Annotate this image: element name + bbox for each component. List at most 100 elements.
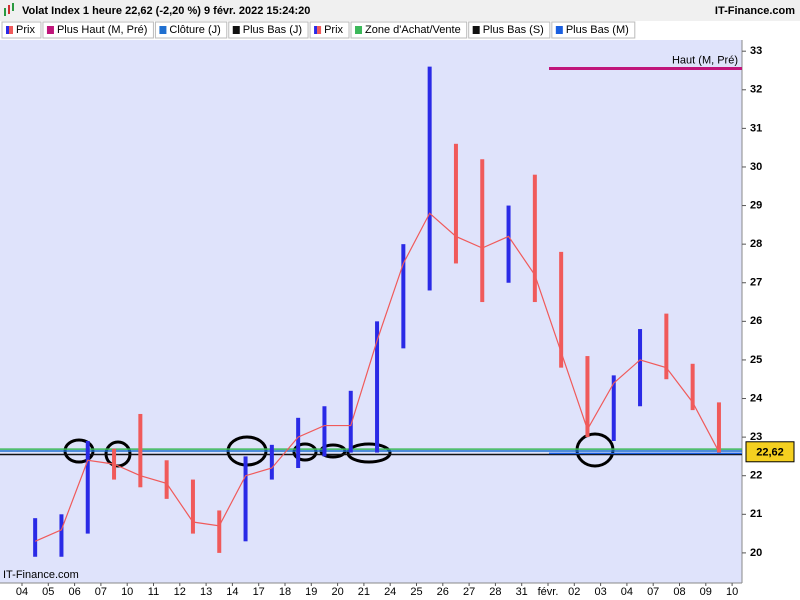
last-price-box — [745, 441, 795, 463]
legend-swatch — [6, 26, 9, 34]
price-range — [585, 356, 590, 438]
price-range — [638, 329, 643, 407]
y-tick-label: 23 — [750, 431, 762, 443]
chart-title: Volat Index 1 heure 22,62 (-2,20 %) 9 fé… — [22, 5, 310, 17]
x-tick-label: 26 — [437, 586, 449, 598]
x-tick-label: 11 — [148, 586, 159, 598]
x-tick-label: 07 — [647, 586, 659, 598]
x-tick-label: 10 — [726, 586, 738, 598]
legend-swatch — [9, 26, 13, 34]
legend-box — [154, 21, 228, 39]
y-tick-label: 33 — [750, 45, 762, 57]
y-tick-label: 32 — [750, 84, 762, 96]
legend-box — [350, 21, 468, 39]
x-tick-label: 10 — [121, 586, 133, 598]
price-range — [190, 479, 195, 534]
price-range — [59, 514, 64, 557]
legend-label: Clôture (J) — [169, 24, 220, 36]
x-tick-label: 12 — [174, 586, 186, 598]
price-range — [401, 244, 406, 349]
y-tick-label: 21 — [750, 508, 762, 520]
price-range — [269, 444, 274, 480]
price-range — [138, 413, 143, 488]
price-line — [34, 212, 720, 542]
legend-box — [42, 21, 154, 39]
legend-label: Plus Bas (J) — [243, 24, 302, 36]
legend-swatch — [555, 26, 563, 34]
price-range — [453, 143, 458, 264]
price-range — [427, 66, 432, 291]
x-tick-label: 09 — [700, 586, 712, 598]
legend-label: Zone d'Achat/Vente — [365, 24, 461, 36]
price-range — [322, 406, 327, 457]
legend-label: Plus Bas (S) — [483, 24, 544, 36]
legend-swatch — [355, 26, 363, 34]
price-range — [217, 510, 222, 553]
legend-swatch — [317, 26, 322, 34]
price-range — [664, 313, 669, 380]
legend-box — [468, 21, 551, 39]
x-tick-label: 14 — [226, 586, 238, 598]
y-tick-label: 28 — [750, 238, 762, 250]
price-range — [164, 460, 169, 499]
price-range — [506, 205, 511, 283]
legend-item: Prix — [309, 21, 350, 39]
price-range — [559, 251, 564, 368]
price-range — [611, 375, 616, 441]
price-range — [85, 440, 90, 534]
price-range — [348, 390, 353, 453]
price-range — [33, 518, 38, 557]
x-tick-label: 21 — [358, 586, 370, 598]
legend-item: Plus Bas (J) — [228, 21, 309, 39]
y-tick-label: 25 — [750, 354, 762, 366]
x-tick-label: 13 — [200, 586, 212, 598]
price-range — [243, 456, 248, 542]
x-tick-label: 04 — [621, 586, 633, 598]
y-tick-label: 29 — [750, 199, 762, 211]
y-tick-label: 24 — [750, 392, 763, 404]
x-tick-label: 19 — [305, 586, 317, 598]
legend-label: Plus Haut (M, Pré) — [57, 24, 147, 36]
price-range — [690, 363, 695, 411]
plot-area — [0, 40, 742, 583]
x-tick-label: févr. — [538, 586, 559, 598]
legend-label: Plus Bas (M) — [566, 24, 629, 36]
legend-swatch — [46, 26, 54, 34]
x-tick-label: 25 — [410, 586, 422, 598]
legend-swatch — [159, 26, 167, 34]
watermark: IT-Finance.com — [3, 569, 79, 581]
x-tick-label: 24 — [384, 586, 396, 598]
legend-item: Zone d'Achat/Vente — [350, 21, 468, 39]
x-tick-label: 05 — [42, 586, 54, 598]
price-range — [716, 402, 721, 453]
y-tick-label: 27 — [750, 277, 762, 289]
legend-swatch — [232, 26, 240, 34]
legend-item: Clôture (J) — [154, 21, 228, 39]
y-tick-label: 22 — [750, 470, 762, 482]
last-price-label: 22,62 — [756, 447, 784, 459]
legend-swatch — [472, 26, 480, 34]
legend-label: Prix — [324, 24, 343, 36]
y-tick-label: 31 — [750, 122, 762, 134]
legend-box — [228, 21, 309, 39]
site-name: IT-Finance.com — [715, 5, 795, 17]
x-tick-label: 31 — [516, 586, 528, 598]
level-label: Haut (M, Pré) — [672, 54, 738, 66]
price-range — [532, 174, 537, 303]
x-tick-label: 08 — [673, 586, 685, 598]
x-tick-label: 02 — [568, 586, 580, 598]
price-range — [375, 321, 380, 453]
legend-swatch — [314, 26, 318, 34]
x-tick-label: 20 — [331, 586, 343, 598]
header-icon — [4, 3, 14, 16]
x-tick-label: 27 — [463, 586, 475, 598]
annotation-circle — [575, 432, 615, 468]
legend-item: Plus Bas (S) — [468, 21, 551, 39]
y-tick-label: 30 — [750, 161, 762, 173]
annotation-circle — [292, 442, 318, 462]
legend-label: Prix — [16, 24, 35, 36]
y-tick-label: 20 — [750, 547, 762, 559]
y-tick-label: 26 — [750, 315, 762, 327]
x-tick-label: 07 — [95, 586, 107, 598]
